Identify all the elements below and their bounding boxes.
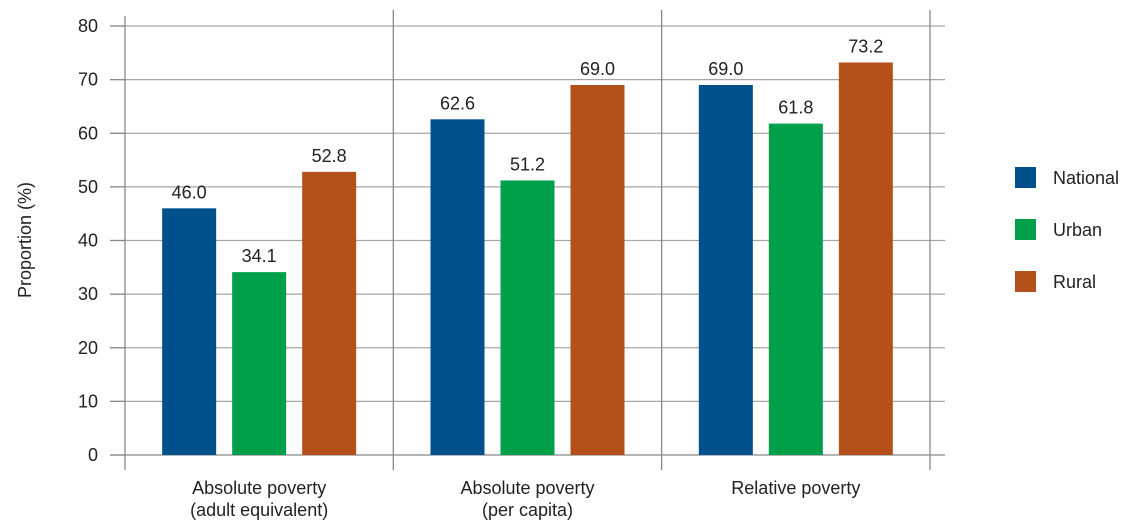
bar-national (430, 119, 485, 456)
bar-urban (500, 180, 555, 455)
legend-swatch-urban (1015, 219, 1036, 240)
bar-national (162, 208, 217, 455)
y-tick-label: 40 (78, 231, 98, 251)
y-axis-label: Proportion (%) (15, 182, 35, 298)
y-tick-label: 50 (78, 177, 98, 197)
category-label: Absolute poverty (192, 478, 326, 498)
category-label: (adult equivalent) (190, 500, 328, 520)
legend-swatch-national (1015, 167, 1036, 188)
y-tick-label: 0 (88, 445, 98, 465)
y-tick-label: 80 (78, 16, 98, 36)
data-label: 61.8 (778, 98, 813, 118)
bar-rural (302, 171, 357, 456)
data-label: 69.0 (708, 59, 743, 79)
y-tick-label: 20 (78, 338, 98, 358)
data-label: 69.0 (580, 59, 615, 79)
y-tick-label: 70 (78, 70, 98, 90)
data-label: 62.6 (440, 93, 475, 113)
category-label: Relative poverty (731, 478, 860, 498)
legend-swatch-rural (1015, 271, 1036, 292)
y-tick-label: 30 (78, 284, 98, 304)
y-tick-label: 10 (78, 391, 98, 411)
legend-label: Urban (1053, 220, 1102, 240)
data-label: 34.1 (242, 246, 277, 266)
legend-label: National (1053, 168, 1119, 188)
data-label: 73.2 (848, 36, 883, 56)
y-tick-labels: 0 10 20 30 40 50 60 70 80 (78, 16, 98, 465)
data-label: 51.2 (510, 154, 545, 174)
bars (162, 62, 893, 456)
bar-urban (768, 123, 823, 455)
category-label: (per capita) (482, 500, 573, 520)
category-label: Absolute poverty (460, 478, 594, 498)
y-tick-label: 60 (78, 123, 98, 143)
bar-rural (838, 62, 893, 456)
bar-urban (232, 272, 287, 455)
category-labels: Absolute poverty(adult equivalent)Absolu… (190, 478, 860, 520)
legend-label: Rural (1053, 272, 1096, 292)
data-label: 52.8 (312, 146, 347, 166)
legend: National Urban Rural (1015, 167, 1119, 292)
data-label: 46.0 (172, 182, 207, 202)
bar-rural (570, 84, 625, 456)
bar-national (698, 84, 753, 456)
data-labels: 46.0 34.1 52.8 62.6 51.2 69.0 69.0 61.8 73.2 (172, 36, 884, 266)
